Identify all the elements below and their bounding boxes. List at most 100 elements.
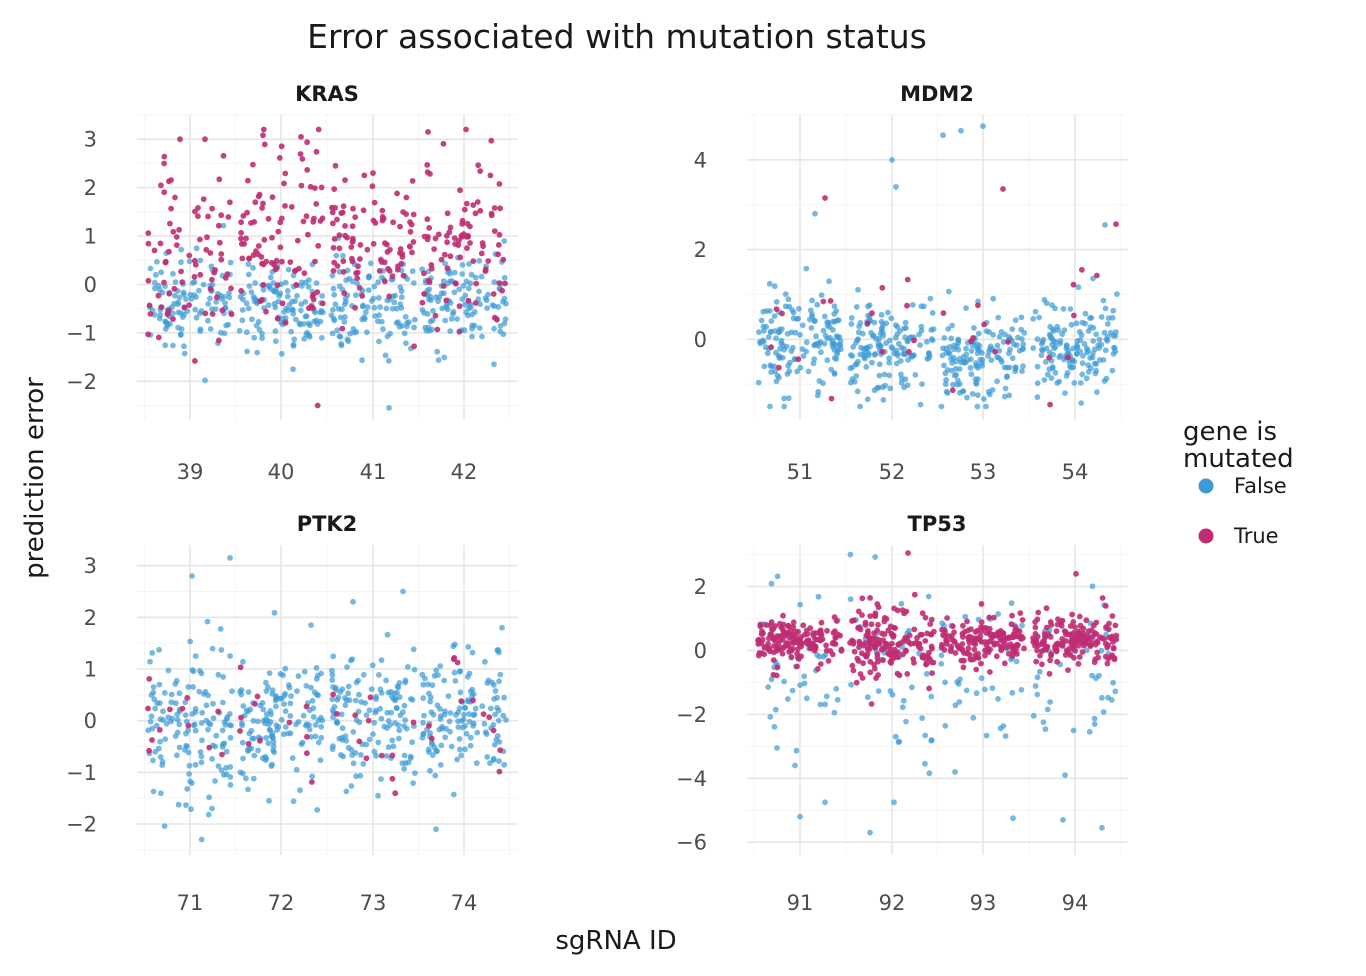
- point-not-mutated: [357, 772, 364, 779]
- point-not-mutated: [895, 739, 902, 745]
- point-not-mutated: [782, 291, 789, 297]
- point-not-mutated: [861, 355, 868, 362]
- point-not-mutated: [870, 333, 876, 339]
- point-not-mutated: [227, 734, 234, 741]
- point-not-mutated: [152, 705, 159, 712]
- point-not-mutated: [394, 689, 400, 696]
- point-mutated: [488, 137, 495, 144]
- point-mutated: [868, 621, 875, 628]
- point-mutated: [875, 658, 881, 665]
- point-not-mutated: [955, 337, 962, 344]
- point-mutated: [370, 170, 376, 177]
- point-mutated: [151, 247, 158, 254]
- point-not-mutated: [344, 664, 350, 670]
- point-not-mutated: [377, 686, 384, 693]
- point-mutated: [214, 294, 220, 301]
- point-not-mutated: [470, 723, 477, 729]
- point-not-mutated: [1018, 686, 1025, 693]
- point-mutated: [463, 126, 469, 133]
- point-not-mutated: [409, 268, 416, 275]
- point-not-mutated: [370, 295, 377, 302]
- point-not-mutated: [352, 697, 359, 704]
- point-not-mutated: [274, 727, 280, 733]
- point-not-mutated: [162, 736, 169, 742]
- point-not-mutated: [479, 703, 486, 710]
- point-mutated: [276, 155, 283, 161]
- point-mutated: [922, 638, 929, 644]
- point-mutated: [911, 591, 918, 598]
- point-not-mutated: [421, 309, 427, 316]
- point-not-mutated: [848, 681, 854, 688]
- point-not-mutated: [807, 307, 814, 314]
- point-not-mutated: [963, 345, 969, 352]
- point-not-mutated: [305, 320, 312, 327]
- point-not-mutated: [198, 670, 205, 677]
- point-mutated: [270, 261, 277, 268]
- point-not-mutated: [899, 704, 906, 711]
- point-mutated: [254, 693, 261, 700]
- point-not-mutated: [190, 668, 197, 675]
- point-not-mutated: [781, 346, 787, 353]
- point-mutated: [299, 156, 306, 162]
- point-not-mutated: [949, 322, 955, 329]
- point-not-mutated: [483, 297, 490, 304]
- point-mutated: [304, 167, 311, 173]
- point-not-mutated: [831, 709, 838, 716]
- point-not-mutated: [467, 280, 474, 287]
- point-mutated: [312, 258, 318, 265]
- point-not-mutated: [205, 811, 212, 818]
- point-not-mutated: [929, 310, 936, 316]
- point-mutated: [968, 634, 975, 641]
- point-mutated: [499, 287, 505, 294]
- point-not-mutated: [435, 357, 442, 363]
- point-not-mutated: [956, 355, 963, 362]
- point-mutated: [260, 126, 267, 133]
- point-mutated: [441, 251, 448, 258]
- point-mutated: [480, 711, 487, 717]
- point-mutated: [457, 187, 463, 194]
- point-not-mutated: [464, 673, 471, 680]
- y-tick-label-tp53: −6: [676, 831, 707, 855]
- point-not-mutated: [476, 325, 483, 331]
- point-not-mutated: [229, 688, 235, 695]
- point-mutated: [394, 190, 400, 197]
- point-mutated: [470, 697, 476, 704]
- point-not-mutated: [165, 667, 172, 674]
- point-not-mutated: [350, 598, 356, 605]
- point-not-mutated: [824, 357, 831, 364]
- point-mutated: [457, 254, 464, 261]
- point-mutated: [294, 237, 301, 244]
- point-not-mutated: [218, 767, 225, 774]
- point-mutated: [207, 250, 214, 256]
- point-not-mutated: [281, 309, 287, 315]
- point-not-mutated: [289, 306, 296, 313]
- point-mutated: [400, 209, 406, 215]
- legend-title: gene is mutated: [1183, 417, 1294, 474]
- point-not-mutated: [386, 405, 392, 411]
- point-mutated: [238, 241, 245, 247]
- point-not-mutated: [497, 671, 504, 678]
- point-mutated: [496, 768, 503, 775]
- point-not-mutated: [970, 714, 977, 721]
- point-not-mutated: [149, 725, 156, 732]
- point-mutated: [784, 629, 791, 636]
- point-not-mutated: [990, 331, 996, 338]
- point-not-mutated: [255, 747, 261, 754]
- point-mutated: [431, 246, 437, 253]
- point-mutated: [395, 263, 401, 270]
- point-not-mutated: [227, 555, 233, 561]
- x-tick-label-kras: 41: [360, 460, 387, 484]
- point-not-mutated: [469, 649, 476, 656]
- point-mutated: [1113, 636, 1120, 643]
- point-not-mutated: [196, 688, 203, 695]
- point-mutated: [778, 624, 785, 631]
- point-not-mutated: [1082, 310, 1089, 317]
- point-not-mutated: [266, 797, 272, 804]
- point-not-mutated: [380, 326, 386, 332]
- point-mutated: [292, 268, 298, 274]
- point-not-mutated: [365, 287, 372, 293]
- point-not-mutated: [433, 826, 439, 833]
- point-not-mutated: [207, 295, 213, 302]
- point-not-mutated: [1009, 326, 1016, 332]
